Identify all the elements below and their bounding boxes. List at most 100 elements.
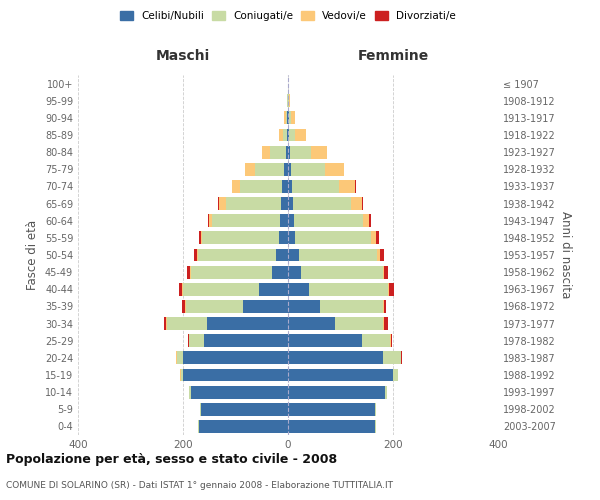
Bar [288,283,309,296]
Bar [288,146,290,158]
Bar [288,300,320,313]
Bar [391,334,392,347]
Bar [219,197,226,210]
Bar [183,368,288,382]
Bar [295,214,362,227]
Bar [290,146,311,158]
Bar [288,317,335,330]
Bar [288,266,301,278]
Bar [181,368,183,382]
Bar [277,248,288,262]
Bar [340,180,355,193]
Bar [206,317,288,330]
Text: Maschi: Maschi [156,49,210,63]
Bar [292,180,340,193]
Text: Femmine: Femmine [358,49,428,63]
Bar [245,163,255,175]
Bar [255,163,284,175]
Bar [383,352,401,364]
Bar [272,266,288,278]
Bar [286,146,288,158]
Bar [164,317,166,330]
Bar [280,214,288,227]
Bar [226,197,281,210]
Bar [301,266,383,278]
Bar [380,248,384,262]
Bar [187,266,190,278]
Bar [199,232,202,244]
Bar [293,197,351,210]
Bar [288,368,393,382]
Bar [199,420,288,433]
Bar [204,334,288,347]
Bar [183,283,259,296]
Bar [288,180,292,193]
Bar [284,112,286,124]
Bar [202,232,278,244]
Bar [200,403,202,415]
Bar [208,214,209,227]
Bar [191,386,288,398]
Bar [288,420,374,433]
Bar [190,386,191,398]
Bar [393,368,398,382]
Bar [182,283,183,296]
Bar [383,300,386,313]
Bar [299,248,377,262]
Bar [309,283,388,296]
Bar [197,248,198,262]
Bar [281,197,288,210]
Bar [183,352,288,364]
Bar [289,128,295,141]
Bar [385,386,387,398]
Bar [383,317,388,330]
Bar [209,214,212,227]
Bar [197,420,199,433]
Bar [295,232,371,244]
Bar [262,146,270,158]
Bar [194,248,197,262]
Bar [289,94,290,107]
Bar [288,352,383,364]
Bar [189,334,204,347]
Bar [295,128,306,141]
Bar [384,266,388,278]
Bar [218,197,219,210]
Bar [182,300,185,313]
Bar [288,403,374,415]
Bar [212,214,280,227]
Bar [355,180,356,193]
Bar [185,300,244,313]
Bar [288,334,361,347]
Bar [389,283,394,296]
Bar [190,266,191,278]
Bar [371,232,376,244]
Bar [325,163,344,175]
Bar [289,112,290,124]
Bar [191,266,272,278]
Bar [377,248,380,262]
Bar [179,283,182,296]
Bar [232,180,240,193]
Bar [320,300,383,313]
Bar [335,317,383,330]
Bar [240,180,282,193]
Bar [376,232,379,244]
Bar [198,248,277,262]
Bar [176,352,183,364]
Text: COMUNE DI SOLARINO (SR) - Dati ISTAT 1° gennaio 2008 - Elaborazione TUTTITALIA.I: COMUNE DI SOLARINO (SR) - Dati ISTAT 1° … [6,480,393,490]
Text: Popolazione per età, sesso e stato civile - 2008: Popolazione per età, sesso e stato civil… [6,452,337,466]
Bar [286,112,287,124]
Bar [361,334,391,347]
Bar [259,283,288,296]
Bar [383,266,384,278]
Bar [287,128,288,141]
Bar [288,248,299,262]
Bar [284,163,288,175]
Bar [311,146,327,158]
Bar [282,180,288,193]
Bar [167,317,206,330]
Bar [278,232,288,244]
Bar [290,112,295,124]
Bar [270,146,286,158]
